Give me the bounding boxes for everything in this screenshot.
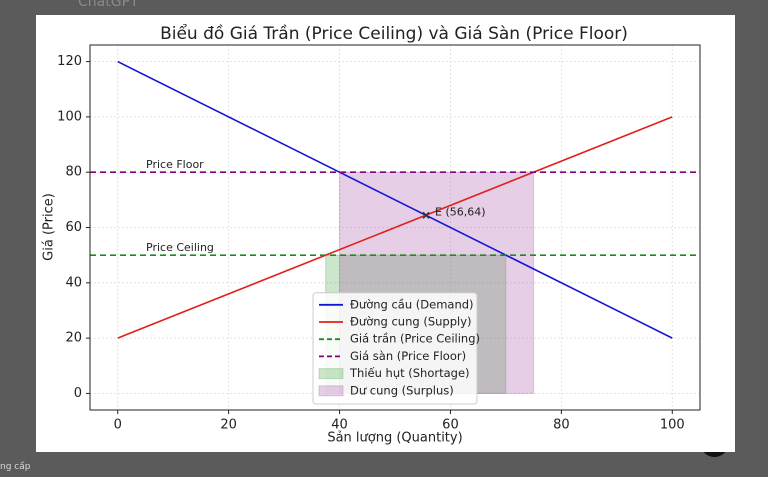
y-tick-label: 60 bbox=[65, 220, 82, 235]
y-tick-label: 40 bbox=[65, 275, 82, 290]
y-tick-label: 100 bbox=[57, 109, 82, 124]
app-name: ChatGPT bbox=[78, 0, 139, 10]
x-axis-label: Sản lượng (Quantity) bbox=[327, 431, 462, 446]
legend-label: Dư cung (Surplus) bbox=[350, 383, 454, 397]
chart: Biểu đồ Giá Trần (Price Ceiling) và Giá … bbox=[36, 15, 735, 452]
x-tick-label: 0 bbox=[114, 418, 122, 433]
x-tick-label: 20 bbox=[220, 418, 237, 433]
x-tick-label: 80 bbox=[553, 418, 570, 433]
legend-swatch bbox=[318, 385, 344, 397]
legend-label: Đường cầu (Demand) bbox=[350, 297, 474, 311]
y-axis-label: Giá (Price) bbox=[42, 193, 57, 261]
legend-label: Đường cung (Supply) bbox=[350, 315, 472, 329]
hline-label: Price Floor bbox=[146, 158, 204, 171]
y-tick-label: 0 bbox=[74, 386, 82, 401]
x-tick-label: 40 bbox=[331, 418, 348, 433]
y-tick-label: 20 bbox=[65, 331, 82, 346]
x-tick-label: 60 bbox=[442, 418, 459, 433]
line bbox=[117, 116, 673, 339]
y-tick-label: 120 bbox=[57, 54, 82, 69]
y-tick-label: 80 bbox=[65, 165, 82, 180]
footer-fragment: ng cấp bbox=[0, 462, 31, 472]
point bbox=[422, 211, 430, 219]
legend-label: Thiếu hụt (Shortage) bbox=[349, 366, 470, 380]
axes-frame bbox=[89, 44, 701, 411]
line bbox=[117, 60, 673, 339]
chart-title: Biểu đồ Giá Trần (Price Ceiling) và Giá … bbox=[160, 23, 628, 44]
legend-label: Giá sàn (Price Floor) bbox=[350, 349, 466, 363]
point-label: E (56,64) bbox=[435, 205, 486, 218]
legend-box bbox=[312, 292, 478, 405]
legend-label: Giá trần (Price Ceiling) bbox=[350, 332, 480, 346]
legend-swatch bbox=[318, 368, 344, 380]
hline-label: Price Ceiling bbox=[146, 241, 214, 254]
x-tick-label: 100 bbox=[660, 418, 685, 433]
